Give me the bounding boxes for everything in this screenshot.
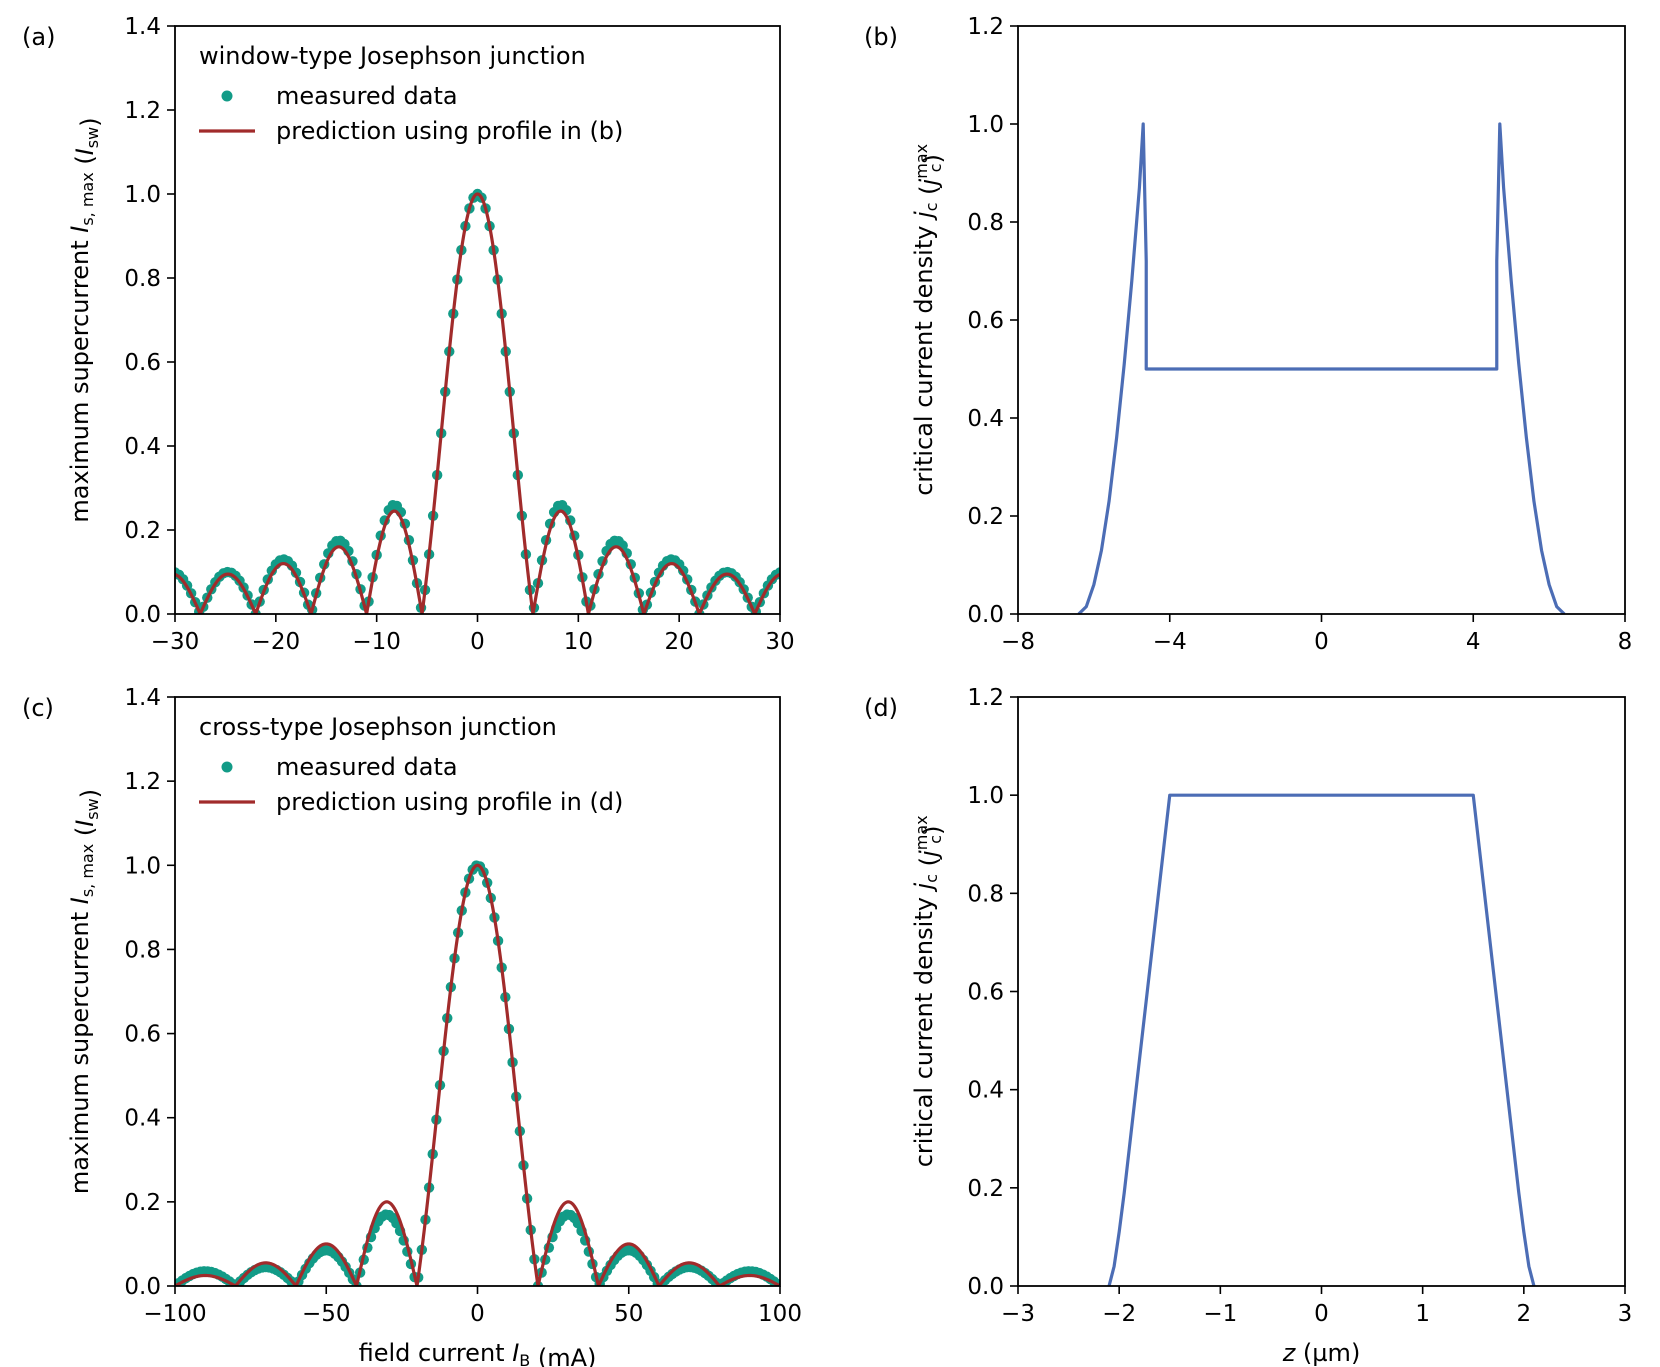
y-tick-label: 0.0 (967, 1274, 1004, 1300)
x-tick-label: −2 (1102, 1301, 1136, 1327)
series-measured-points (175, 188, 780, 614)
x-tick-label: 0 (1314, 1301, 1329, 1327)
x-tick-label: 4 (1466, 629, 1481, 655)
x-axis-label: z (µm) (1282, 1339, 1361, 1367)
x-tick-label: −4 (1153, 629, 1187, 655)
x-tick-label: −10 (352, 629, 401, 655)
x-tick-label: −30 (151, 629, 200, 655)
plot-area (175, 860, 780, 1286)
legend: measured data prediction using profile in… (199, 753, 623, 816)
x-tick-label: 10 (564, 629, 593, 655)
y-tick-label: 1.4 (124, 685, 161, 711)
series-measured-points (175, 860, 780, 1286)
y-tick-label: 0.4 (124, 434, 161, 460)
x-tick-label: 50 (614, 1301, 643, 1327)
panel-c: −100 −50 0 50 100 0.0 0.2 0.4 0.6 0.8 1.0 1.2 1.4 (c)… (22, 685, 802, 1367)
x-tick-label: 20 (665, 629, 694, 655)
panel-a: −30 −20 −10 0 10 20 30 0.0 0.2 0.4 0.6 0.8 1.0 1.2 1.4… (22, 14, 795, 655)
y-tick-label: 0.4 (967, 406, 1004, 432)
panel-b: −8 −4 0 4 8 0.0 0.2 0.4 0.6 0.8 1.0 1.2 (b) critical … (864, 14, 1632, 655)
plot-area (1077, 122, 1566, 614)
x-axis-label: field current IB (mA) (359, 1339, 597, 1367)
y-axis-label: critical current density jc (jmaxc) (910, 816, 947, 1168)
x-tick-label: 2 (1517, 1301, 1532, 1327)
legend-label-measured: measured data (276, 82, 458, 110)
x-tick-label: −1 (1203, 1301, 1237, 1327)
y-tick-label: 0.0 (967, 602, 1004, 628)
x-tick-label: 30 (765, 629, 794, 655)
series-profile-line (1107, 793, 1536, 1286)
y-tick-label: 0.8 (967, 881, 1004, 907)
y-tick-label: 0.6 (967, 308, 1004, 334)
x-tick-label: 1 (1415, 1301, 1430, 1327)
series-prediction-line (175, 863, 780, 1286)
y-tick-label: 0.0 (124, 1274, 161, 1300)
y-tick-label: 1.0 (124, 853, 161, 879)
series-prediction-line (175, 192, 780, 614)
panel-label: (b) (864, 23, 898, 51)
x-tick-label: −50 (302, 1301, 351, 1327)
x-tick-label: −8 (1001, 629, 1035, 655)
y-tick-label: 1.2 (124, 769, 161, 795)
y-tick-label: 0.6 (124, 350, 161, 376)
plot-area (1107, 793, 1536, 1286)
legend-label-prediction: prediction using profile in (d) (276, 788, 623, 816)
axes-frame (174, 25, 781, 615)
panel-label: (c) (22, 694, 54, 722)
y-tick-label: 0.8 (967, 210, 1004, 236)
y-tick-label: 0.4 (124, 1106, 161, 1132)
y-tick-label: 1.2 (967, 14, 1004, 40)
y-axis-label: maximum supercurrent Is, max (Isw) (66, 789, 104, 1194)
x-tick-label: 0 (470, 1301, 485, 1327)
y-tick-label: 0.6 (967, 980, 1004, 1006)
x-tick-label: −3 (1001, 1301, 1035, 1327)
legend-label-measured: measured data (276, 753, 458, 781)
axes-frame (1017, 25, 1626, 615)
y-tick-label: 0.8 (124, 266, 161, 292)
x-tick-label: 0 (470, 629, 485, 655)
y-tick-label: 0.0 (124, 602, 161, 628)
x-tick-label: 8 (1618, 629, 1633, 655)
y-tick-label: 0.4 (967, 1078, 1004, 1104)
axes-frame (174, 696, 781, 1287)
y-tick-label: 1.0 (967, 783, 1004, 809)
y-tick-label: 1.4 (124, 14, 161, 40)
y-tick-label: 0.8 (124, 937, 161, 963)
legend-label-prediction: prediction using profile in (b) (276, 117, 623, 145)
legend-marker-measured (221, 90, 233, 102)
series-profile-line (1077, 122, 1566, 614)
panel-d: −3 −2 −1 0 1 2 3 0.0 0.2 0.4 0.6 0.8 1.0 1.2 (d) critic… (864, 685, 1632, 1367)
panel-label: (d) (864, 694, 898, 722)
y-tick-label: 1.0 (124, 182, 161, 208)
plot-area (175, 188, 780, 614)
x-tick-label: 3 (1618, 1301, 1633, 1327)
y-tick-label: 1.0 (967, 112, 1004, 138)
legend-marker-measured (221, 761, 233, 773)
x-tick-label: 0 (1314, 629, 1329, 655)
panel-label: (a) (22, 23, 55, 51)
x-tick-label: −20 (252, 629, 301, 655)
x-tick-label: −100 (143, 1301, 206, 1327)
chart-title: cross-type Josephson junction (199, 713, 557, 741)
legend: measured data prediction using profile in… (199, 82, 623, 145)
y-tick-label: 0.2 (124, 518, 161, 544)
y-axis-label: critical current density jc (jmaxc) (910, 144, 947, 496)
y-tick-label: 0.2 (124, 1190, 161, 1216)
axes-frame (1017, 696, 1626, 1287)
x-tick-label: 100 (758, 1301, 802, 1327)
y-tick-label: 0.6 (124, 1022, 161, 1048)
chart-title: window-type Josephson junction (199, 42, 586, 70)
y-tick-label: 1.2 (967, 685, 1004, 711)
y-tick-label: 1.2 (124, 98, 161, 124)
y-tick-label: 0.2 (967, 1176, 1004, 1202)
y-tick-label: 0.2 (967, 504, 1004, 530)
y-axis-label: maximum supercurrent Is, max (Isw) (66, 117, 104, 522)
